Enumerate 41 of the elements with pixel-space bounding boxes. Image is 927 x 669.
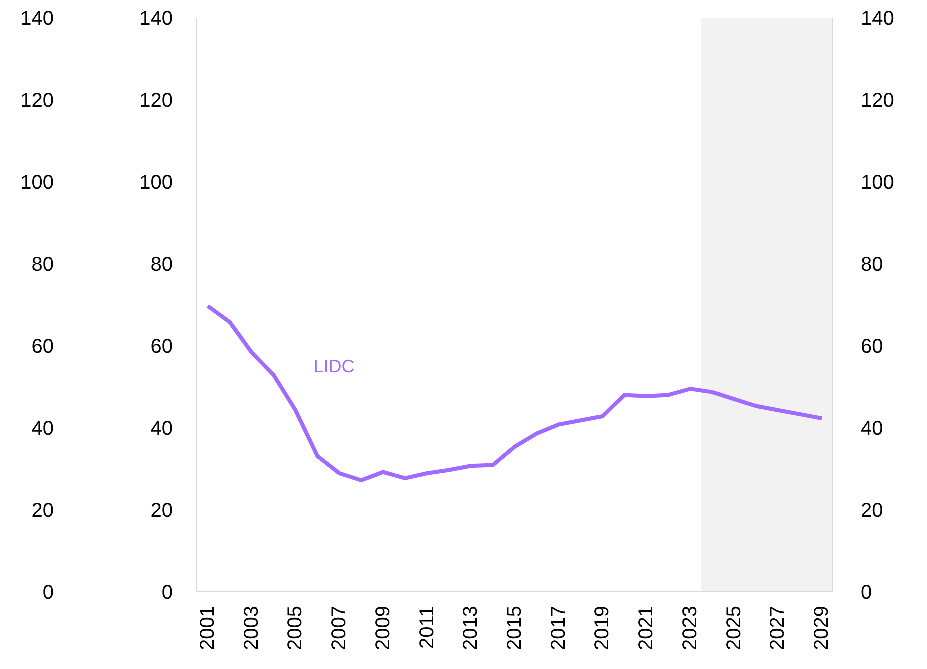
y-tick-label: 60 <box>150 336 173 358</box>
y2-tick-label: 40 <box>861 418 884 440</box>
y3-tick-label: 100 <box>20 172 54 194</box>
y-tick-label: 140 <box>140 8 173 30</box>
y2-tick-label: 60 <box>861 336 884 358</box>
y2-tick-label: 140 <box>861 8 894 30</box>
y2-tick-label: 20 <box>861 500 884 522</box>
x-tick-label: 2029 <box>811 606 834 650</box>
y3-tick-label: 20 <box>32 500 54 522</box>
y2-tick-label: 80 <box>861 254 884 276</box>
y-tick-label: 40 <box>150 418 173 440</box>
series-label: LIDC <box>314 356 355 376</box>
y-tick-label: 0 <box>162 582 173 604</box>
line-series <box>206 304 824 482</box>
x-tick-label: 2013 <box>460 606 482 650</box>
y3-tick-label: 40 <box>32 418 54 440</box>
x-tick-label: 2015 <box>504 606 526 650</box>
y3-tick-label: 0 <box>42 582 54 604</box>
y-tick-label: 100 <box>140 172 173 194</box>
x-tick-label: 2021 <box>636 606 658 650</box>
y3-tick-label: 80 <box>32 254 54 276</box>
y-tick-label: 20 <box>150 500 173 522</box>
x-tick-label: 2007 <box>328 606 351 650</box>
y3-tick-label: 60 <box>32 336 54 358</box>
y3-tick-label: 140 <box>20 8 54 30</box>
y-tick-label: 80 <box>150 254 173 276</box>
x-tick-label: 2025 <box>723 606 746 650</box>
x-tick-label: 2011 <box>416 606 438 650</box>
y3-tick-label: 120 <box>20 90 54 112</box>
x-tick-label: 2023 <box>679 606 702 650</box>
y-tick-label: 120 <box>140 90 173 112</box>
x-tick-label: 2009 <box>372 606 394 650</box>
x-tick-label: 2003 <box>240 606 263 650</box>
x-tick-label: 2027 <box>767 606 790 650</box>
y2-tick-label: 0 <box>861 582 872 604</box>
y2-tick-label: 100 <box>861 172 894 194</box>
x-tick-label: 2001 <box>196 606 219 650</box>
y2-tick-label: 120 <box>861 90 894 112</box>
x-tick-label: 2017 <box>548 606 570 650</box>
x-tick-label: 2005 <box>284 606 307 650</box>
x-tick-label: 2019 <box>592 606 614 650</box>
